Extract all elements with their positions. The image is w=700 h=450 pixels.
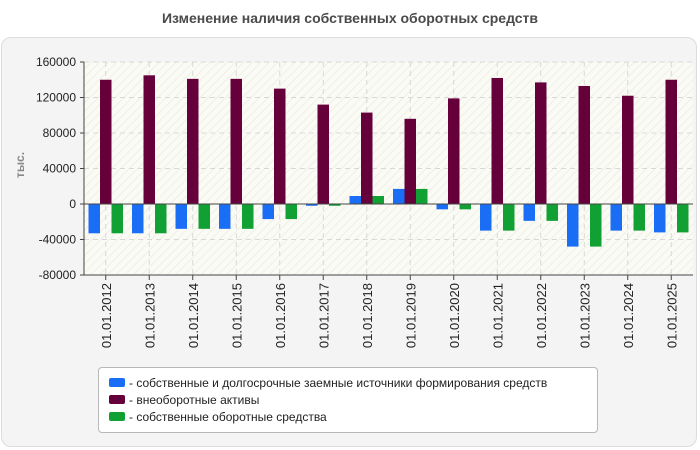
bar [317, 104, 329, 204]
bar [404, 118, 416, 204]
bar [416, 188, 428, 204]
bar [329, 204, 341, 206]
bar [143, 75, 155, 204]
bar [262, 204, 274, 220]
x-tick-label: 01.01.2012 [99, 283, 114, 348]
chart-title: Изменение наличия собственных оборотных … [161, 10, 539, 26]
x-tick-label: 01.01.2020 [447, 283, 462, 348]
bar [274, 88, 286, 204]
bar [306, 204, 318, 206]
bar [622, 95, 634, 204]
legend-item: - внеоборотные активы [109, 391, 597, 408]
y-tick-label: -80000 [39, 268, 77, 282]
bar [393, 188, 405, 204]
x-tick-label: 01.01.2021 [490, 283, 505, 348]
bar [285, 204, 297, 220]
bar [111, 204, 123, 234]
bar [372, 196, 384, 204]
bar-chart: 160000 120000 80000 40000 0 -40000 -80000 01.0… [13, 55, 693, 348]
bar [459, 204, 471, 210]
bar [578, 85, 590, 204]
bar [633, 204, 645, 231]
y-tick-label: 120000 [36, 91, 76, 105]
bar [523, 204, 535, 221]
x-tick-label: 01.01.2025 [664, 283, 679, 348]
bar [242, 204, 254, 229]
x-tick-label: 01.01.2024 [621, 283, 636, 348]
bar [349, 196, 361, 204]
bar [610, 204, 622, 231]
bar [155, 204, 167, 234]
bar [567, 204, 579, 247]
x-tick-labels: 01.01.2012 01.01.2013 01.01.2014 01.01.2015… [99, 275, 679, 348]
x-tick-label: 01.01.2019 [403, 283, 418, 348]
legend-item: - собственные и долгосрочные заемные ист… [109, 374, 597, 391]
x-tick-label: 01.01.2016 [273, 283, 288, 348]
bar [665, 79, 677, 204]
bar [654, 204, 666, 233]
bar [88, 204, 100, 234]
bar [503, 204, 515, 231]
x-tick-label: 01.01.2022 [534, 283, 549, 348]
bar [198, 204, 210, 229]
bar [361, 112, 373, 204]
x-tick-label: 01.01.2014 [186, 283, 201, 348]
x-tick-label: 01.01.2018 [360, 283, 375, 348]
legend-swatch [109, 395, 125, 404]
legend-swatch [109, 412, 125, 421]
bar [590, 204, 602, 247]
bar [448, 98, 460, 204]
bars [88, 75, 689, 247]
legend-item: - собственные оборотные средства [109, 408, 597, 425]
y-tick-label: 160000 [36, 55, 76, 69]
y-axis-label: тыс. [13, 152, 27, 178]
bar [546, 204, 558, 221]
bar [175, 204, 187, 229]
bar [100, 79, 112, 204]
bar [491, 77, 503, 204]
x-tick-label: 01.01.2015 [229, 283, 244, 348]
legend-label: - собственные оборотные средства [129, 409, 327, 424]
y-tick-label: 40000 [43, 162, 77, 176]
legend: - собственные и долгосрочные заемные ист… [98, 367, 598, 433]
bar [480, 204, 492, 231]
legend-swatch [109, 378, 125, 387]
bar [187, 78, 199, 204]
x-tick-label: 01.01.2023 [577, 283, 592, 348]
y-tick-label: -40000 [39, 233, 77, 247]
bar [132, 204, 144, 234]
x-tick-label: 01.01.2013 [142, 283, 157, 348]
bar [230, 78, 242, 204]
y-tick-label: 0 [69, 197, 76, 211]
legend-label: - внеоборотные активы [129, 392, 260, 407]
bar [677, 204, 689, 233]
legend-label: - собственные и долгосрочные заемные ист… [129, 375, 548, 390]
bar [219, 204, 231, 229]
bar [436, 204, 448, 210]
bar [535, 82, 547, 204]
y-tick-label: 80000 [43, 126, 77, 140]
x-tick-label: 01.01.2017 [316, 283, 331, 348]
y-tick-labels: 160000 120000 80000 40000 0 -40000 -80000 [36, 55, 84, 282]
